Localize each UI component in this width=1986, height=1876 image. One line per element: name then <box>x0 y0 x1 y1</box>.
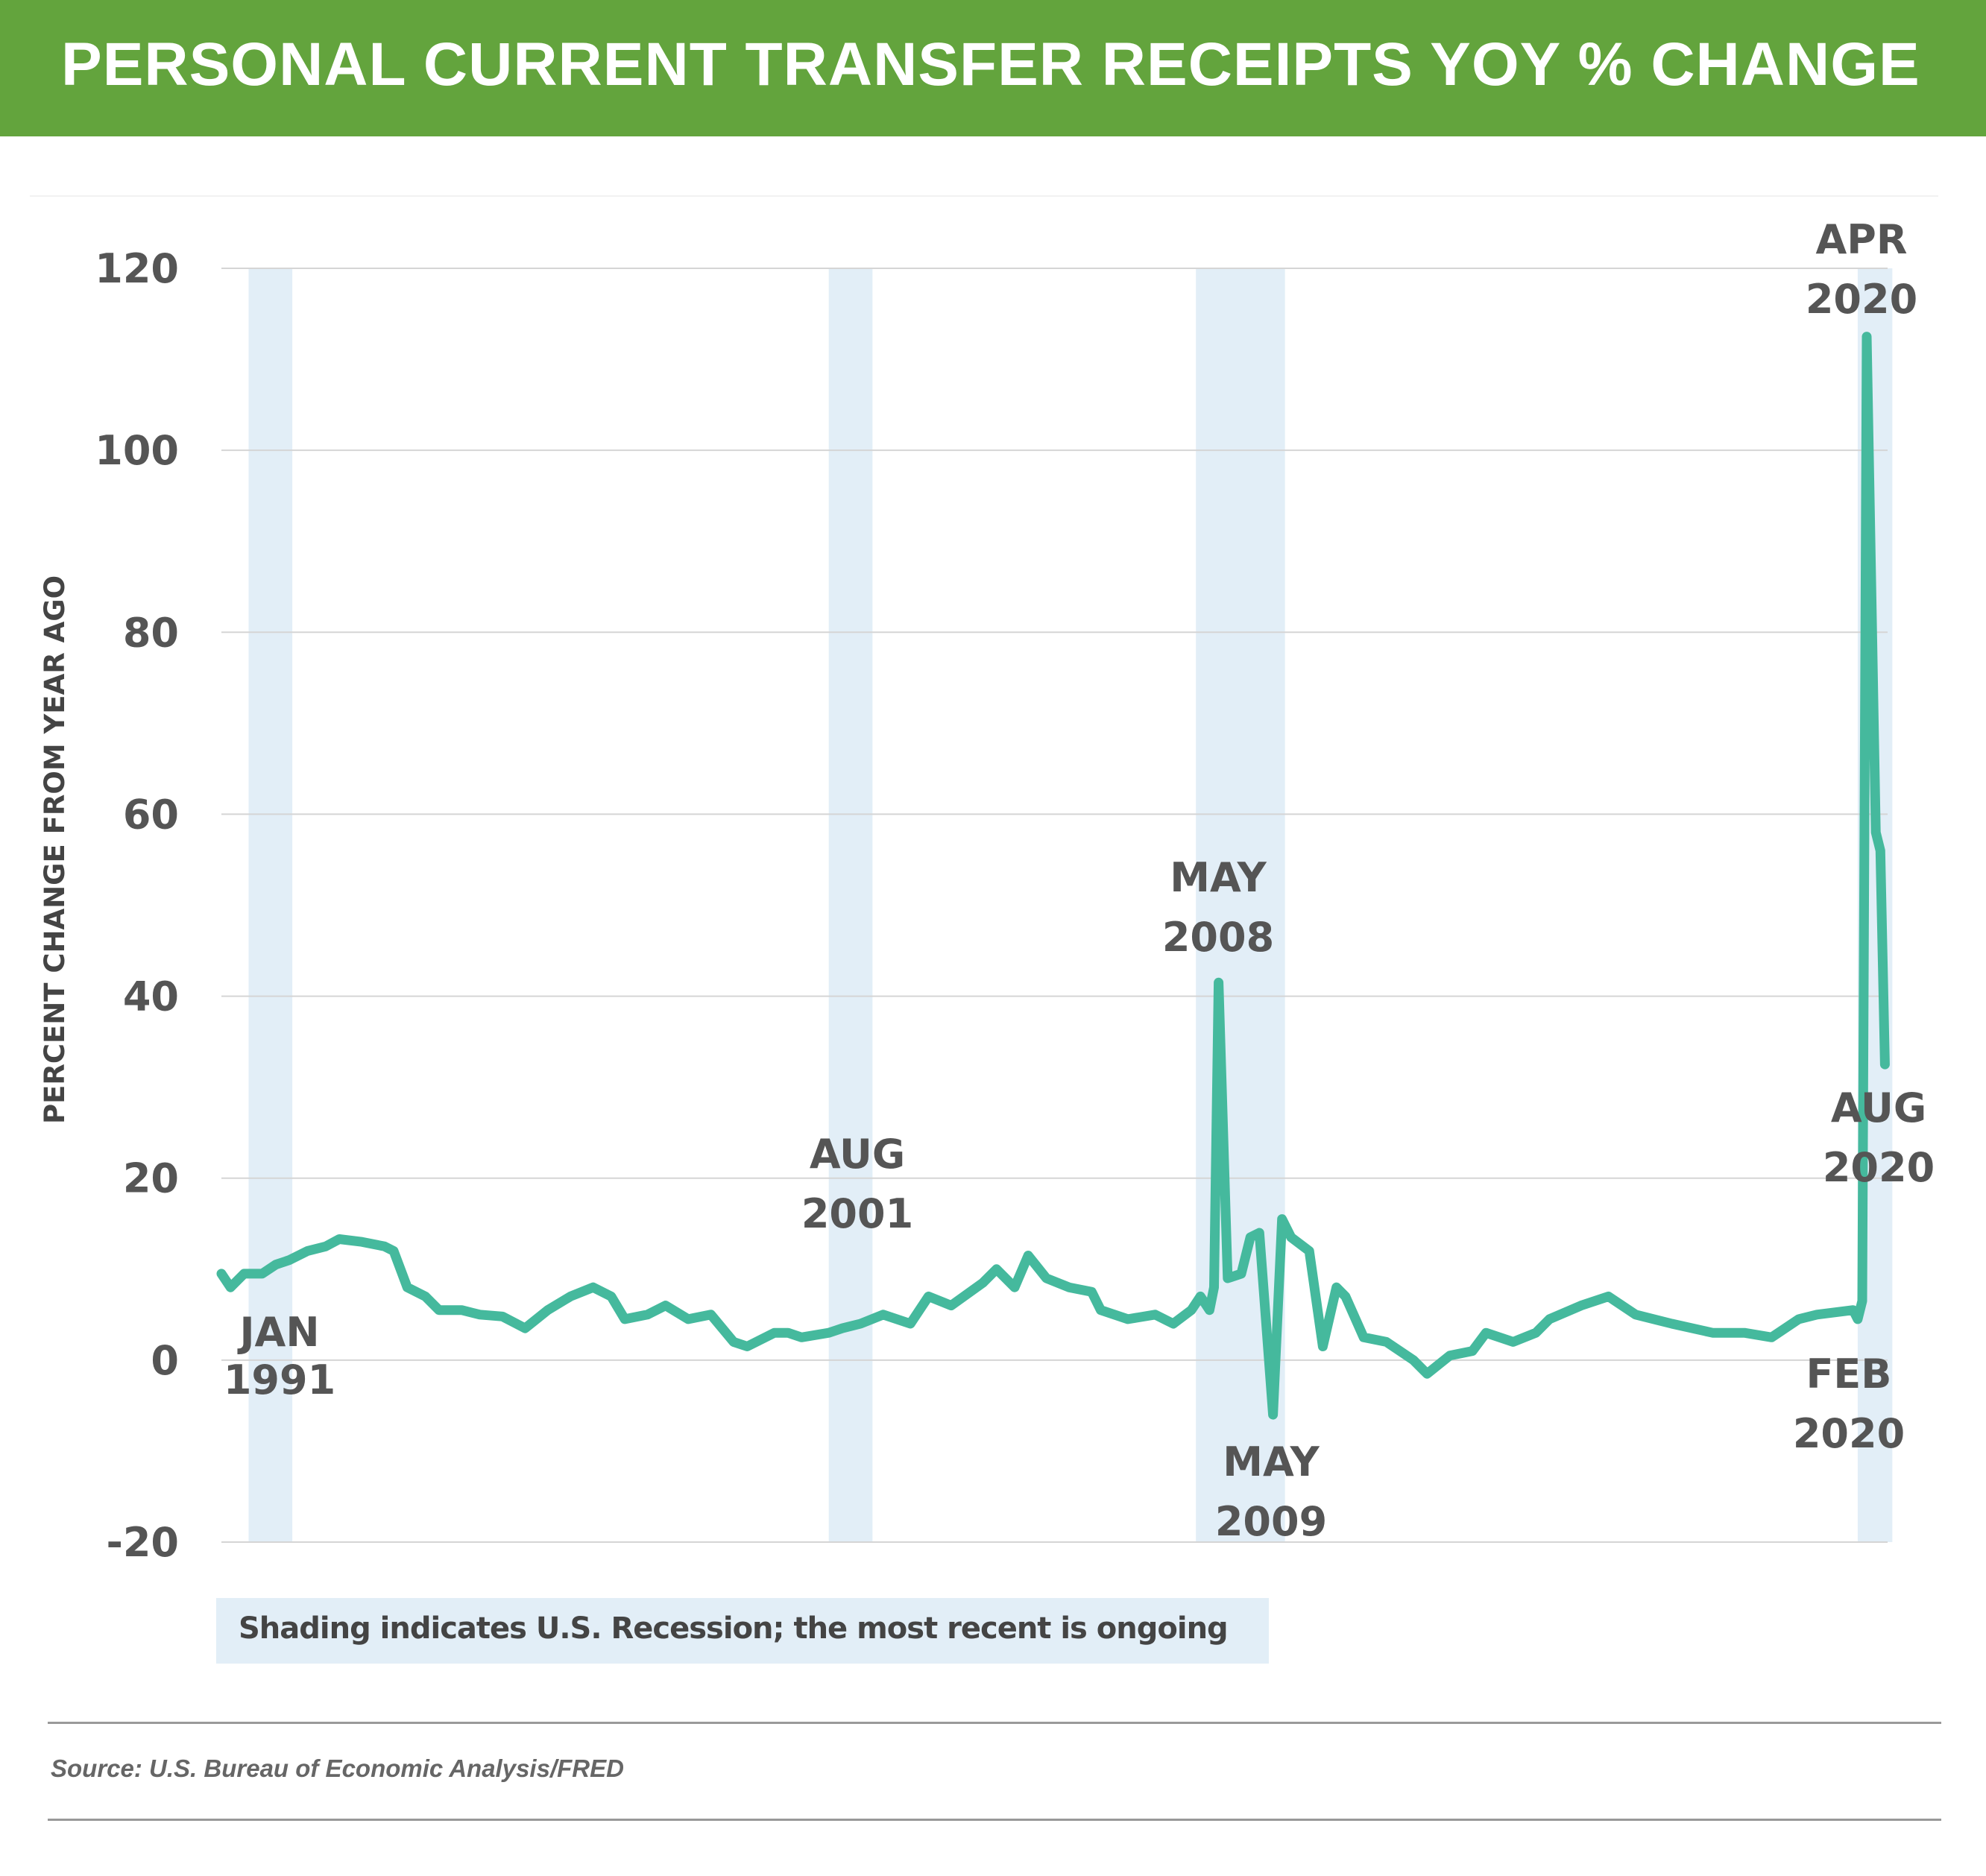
recession-note-text: Shading indicates U.S. Recession; the mo… <box>239 1611 1229 1646</box>
annotation-feb-2020: FEB 2020 <box>1793 1351 1905 1457</box>
y-tick-label: 60 <box>123 791 179 838</box>
y-tick-label: 20 <box>123 1155 179 1202</box>
recession-band <box>828 268 873 1542</box>
annotation-apr-2020: APR 2020 <box>1806 216 1917 323</box>
y-tick-label: 80 <box>123 609 179 656</box>
y-tick-label: 120 <box>95 245 179 292</box>
recession-note: Shading indicates U.S. Recession; the mo… <box>216 1598 1269 1664</box>
chart-title: PERSONAL CURRENT TRANSFER RECEIPTS YOY %… <box>61 31 1920 98</box>
y-axis-ticks: 120 100 80 60 40 20 0 -20 <box>95 245 179 1566</box>
annotation-may-2009: MAY 2009 <box>1215 1438 1327 1545</box>
divider <box>48 1722 1941 1724</box>
source-text: Source: U.S. Bureau of Economic Analysis… <box>51 1755 624 1782</box>
gridlines <box>221 268 1888 1543</box>
annotation-may-2008: MAY 2008 <box>1162 854 1274 961</box>
divider <box>30 195 1938 197</box>
annotation-aug-2001: AUG 2001 <box>801 1131 913 1237</box>
series-line <box>216 332 1890 1420</box>
y-tick-label: 0 <box>151 1337 179 1384</box>
annotation-jan-1991: JAN 1991 <box>224 1309 335 1403</box>
y-tick-label: 40 <box>123 973 179 1020</box>
annotations: JAN 1991 AUG 2001 MAY 2008 MAY 2009 APR 2020 … <box>224 216 1935 1545</box>
title-bar: PERSONAL CURRENT TRANSFER RECEIPTS YOY %… <box>0 0 1986 136</box>
y-tick-label: 100 <box>95 427 179 474</box>
y-tick-label: -20 <box>106 1519 179 1566</box>
recession-shading <box>248 268 1893 1542</box>
annotation-aug-2020: AUG 2020 <box>1823 1084 1935 1191</box>
y-axis-label: PERCENT CHANGE FROM YEAR AGO <box>39 575 71 1124</box>
divider <box>48 1819 1941 1821</box>
recession-band <box>248 268 293 1542</box>
